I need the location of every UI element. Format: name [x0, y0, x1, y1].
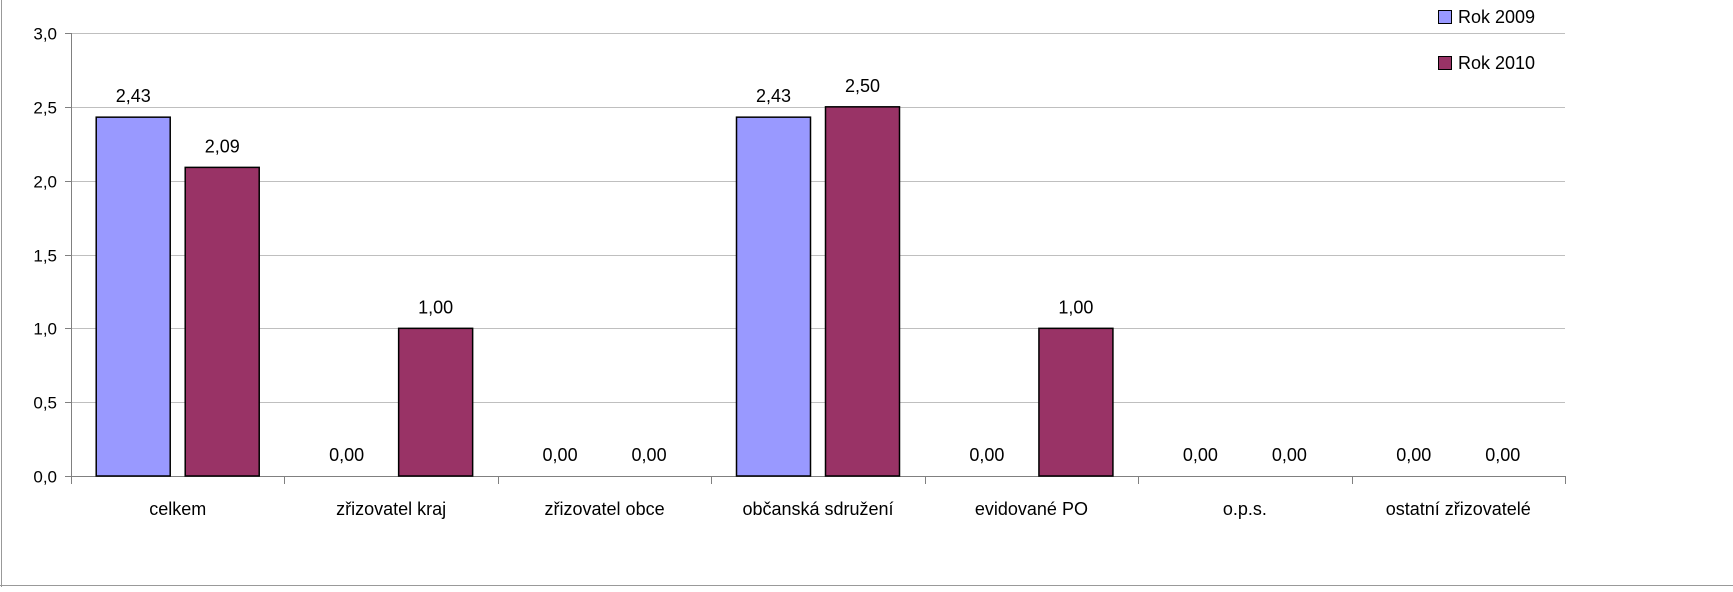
data-labels: 2,43 2,09 0,00 1,00 0,00 0,00 2,43 2,50 0,00 1,00… [116, 76, 1521, 465]
legend-label: Rok 2010 [1458, 53, 1535, 73]
y-tick-label: 3,0 [33, 25, 57, 44]
data-label: 0,00 [1396, 445, 1431, 465]
data-label: 2,09 [205, 136, 240, 156]
legend: Rok 2009 Rok 2010 [1438, 7, 1535, 73]
bar-rok-2009 [95, 116, 171, 477]
y-tick-label: 2,5 [33, 99, 57, 118]
x-category-label: ostatní zřizovatelé [1386, 499, 1531, 519]
x-category-label: o.p.s. [1223, 499, 1267, 519]
data-label: 0,00 [543, 445, 578, 465]
y-tick-label: 1,0 [33, 320, 57, 339]
bars [95, 106, 1114, 477]
legend-label: Rok 2009 [1458, 7, 1535, 27]
x-category-label: zřizovatel obce [545, 499, 665, 519]
legend-swatch [1438, 56, 1452, 70]
data-label: 2,43 [756, 86, 791, 106]
gridlines [71, 33, 1565, 403]
legend-swatch [1438, 10, 1452, 24]
data-label: 0,00 [1485, 445, 1520, 465]
bar-rok-2010 [397, 327, 474, 477]
data-label: 0,00 [1183, 445, 1218, 465]
x-category-label: občanská sdružení [742, 499, 893, 519]
x-category-label: celkem [149, 499, 206, 519]
x-category-label: zřizovatel kraj [336, 499, 446, 519]
data-label: 0,00 [329, 445, 364, 465]
data-label: 0,00 [1272, 445, 1307, 465]
data-label: 2,43 [116, 86, 151, 106]
data-label: 1,00 [1058, 297, 1093, 317]
y-tick-label: 0,0 [33, 468, 57, 487]
bar-rok-2010 [1038, 327, 1114, 477]
y-tick-label: 2,0 [33, 173, 57, 192]
data-label: 1,00 [418, 297, 453, 317]
bar-rok-2009 [735, 116, 812, 477]
y-tick-label: 0,5 [33, 394, 57, 413]
data-label: 0,00 [632, 445, 667, 465]
y-tick-label: 1,5 [33, 247, 57, 266]
bar-rok-2010 [824, 106, 901, 477]
data-label: 0,00 [969, 445, 1004, 465]
data-label: 2,50 [845, 76, 880, 96]
x-category-label: evidované PO [975, 499, 1088, 519]
bar-rok-2010 [184, 166, 260, 477]
